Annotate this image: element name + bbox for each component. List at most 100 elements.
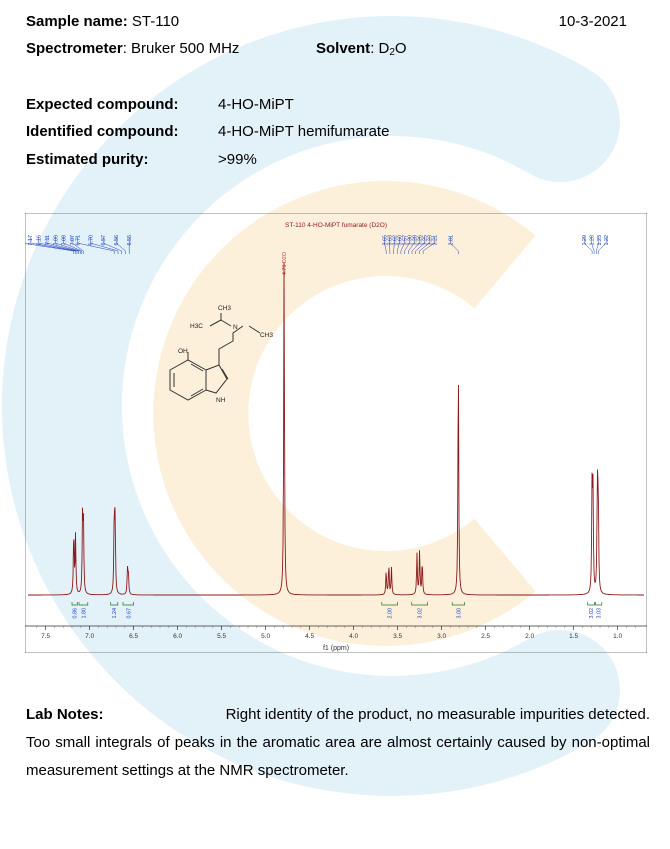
oh-label: OH [178, 348, 188, 355]
peak-label-leader [90, 237, 119, 254]
x-tick-label: 6.5 [129, 633, 138, 640]
peak-label-leader [71, 237, 84, 254]
x-tick-label: 4.0 [349, 633, 358, 640]
peak-label-leader [25, 243, 75, 254]
peak-label: 3.28 [413, 235, 419, 246]
integral-bracket [451, 602, 465, 606]
peak-label-leader [422, 237, 435, 254]
pyrrole-ring [205, 364, 228, 394]
lab-notes-first-line: Lab Notes: Right identity of the product… [26, 701, 650, 729]
peak-label-leader [419, 237, 430, 254]
x-tick-label: 2.0 [525, 633, 534, 640]
sample-name-label: Sample name: [26, 13, 128, 30]
x-tick-label: 6.0 [173, 633, 182, 640]
pyrrole-double-bond [221, 368, 229, 380]
peak-label-leader [404, 237, 410, 254]
solvent-subscript: 2 [389, 47, 395, 58]
integral-value: 3.00 [456, 608, 462, 619]
peak-label: 3.57 [403, 235, 409, 246]
integral-bracket [78, 602, 89, 606]
x-tick-label: 1.0 [613, 633, 622, 640]
peak-label-leader [415, 237, 425, 254]
peak-label: 1.23 [597, 235, 603, 246]
peak-label-leader [102, 237, 122, 254]
lab-notes-body: Too small integrals of peaks in the arom… [26, 734, 650, 779]
chart-title: ST-110 4-HO-MiPT fumarate (D2O) [285, 222, 387, 229]
integral-value: 1.24 [112, 608, 118, 619]
peak-label: 1.22 [604, 235, 610, 246]
peak-label-leader [384, 237, 387, 254]
peak-label: 7.17 [28, 235, 34, 246]
x-tick-label: 3.0 [437, 633, 446, 640]
purity-label-text: Estimated purity: [26, 151, 149, 168]
solvent-value: : D [370, 40, 390, 57]
peak-labels: 7.187.177.167.117.097.087.076.71 6.70 6.57… [25, 235, 610, 275]
ch3-label-top: CH3 [218, 305, 231, 312]
ch3-label-right: CH3 [260, 332, 273, 339]
x-axis-ticks: 7.5 7.0 6.5 6.0 5.5 5.0 4.5 4.0 3.5 3.0 2.5 2.0 1.5 1… [36, 626, 636, 640]
peak-label: 6.55 [127, 235, 133, 246]
peak-label: 6.57 [101, 235, 107, 246]
peak-label-leader [400, 237, 405, 254]
estimated-purity-label: Estimated purity: [26, 151, 149, 168]
x-tick-label: 2.5 [481, 633, 490, 640]
expected-label-text: Expected compound: [26, 96, 179, 113]
ring-double-bond [190, 388, 204, 397]
integral-value: 0.86 [73, 608, 79, 619]
sample-name: Sample name: ST-110 [26, 13, 179, 30]
chart-frame [25, 213, 647, 653]
solvent-label: Solvent [316, 40, 371, 57]
identified-compound-label: Identified compound: [26, 123, 178, 140]
x-tick-label: 5.0 [261, 633, 270, 640]
peak-label: 4.79 D2O [282, 252, 288, 275]
sample-name-value: ST-110 [131, 13, 180, 30]
peak-label-leader [393, 237, 395, 254]
integral-bracket [587, 602, 596, 606]
peak-label: 7.11 [45, 235, 51, 245]
integral-bracket [110, 602, 119, 606]
peak-label-leader [408, 237, 415, 254]
peak-label: 7.09 [53, 235, 59, 246]
spectrum-trace [28, 262, 644, 596]
integral-bracket [122, 602, 134, 606]
peak-label-leader [583, 237, 593, 254]
nh-label: NH [216, 397, 226, 404]
peak-label: 7.16 [37, 235, 43, 246]
report-date: 10-3-2021 [558, 13, 627, 30]
peak-label: 2.81 [448, 235, 454, 246]
integral-value: 0.67 [126, 608, 132, 619]
integral-bracket [411, 602, 428, 606]
solvent: Solvent: D2O [316, 40, 407, 58]
x-tick-label: 5.5 [217, 633, 226, 640]
peak-label-leader [55, 237, 81, 254]
peak-label: 3.23 [428, 235, 434, 246]
integral-value: 3.02 [589, 608, 595, 619]
integral-value: 3.03 [597, 608, 603, 619]
spectrometer-value: : Bruker 500 MHz [122, 40, 240, 57]
expected-compound-value: 4-HO-MiPT [218, 96, 294, 113]
peak-label-leader [597, 237, 607, 254]
x-tick-label: 3.5 [393, 633, 402, 640]
integral-bracket [595, 602, 603, 606]
integral-bracket [381, 602, 398, 606]
peak-label: 3.25 [423, 235, 429, 246]
peak-label-leader [115, 237, 126, 254]
peak-label: 6.56 [114, 235, 120, 246]
peak-label-leader [411, 237, 420, 254]
peak-label: 3.62 [392, 235, 398, 246]
lab-notes-label: Lab Notes: [26, 706, 104, 723]
spectrometer-label: Spectrometer [26, 40, 123, 57]
h3c-label: H3C [190, 323, 203, 330]
peak-label: 3.65 [382, 235, 388, 246]
methyl-bond [248, 325, 261, 334]
peak-label: 7.07 [70, 235, 76, 246]
lab-notes-line1: Right identity of the product, no measur… [225, 706, 650, 723]
peak-label: 6.71 [75, 235, 81, 246]
peak-label-leader [595, 237, 600, 254]
benzene-ring [169, 359, 207, 401]
x-tick-label: 7.5 [41, 633, 50, 640]
nmr-spectrum-chart: ST-110 4-HO-MiPT fumarate (D2O) 7.187.17… [25, 213, 647, 653]
x-tick-label: 7.0 [85, 633, 94, 640]
isopropyl-bond [209, 319, 222, 327]
